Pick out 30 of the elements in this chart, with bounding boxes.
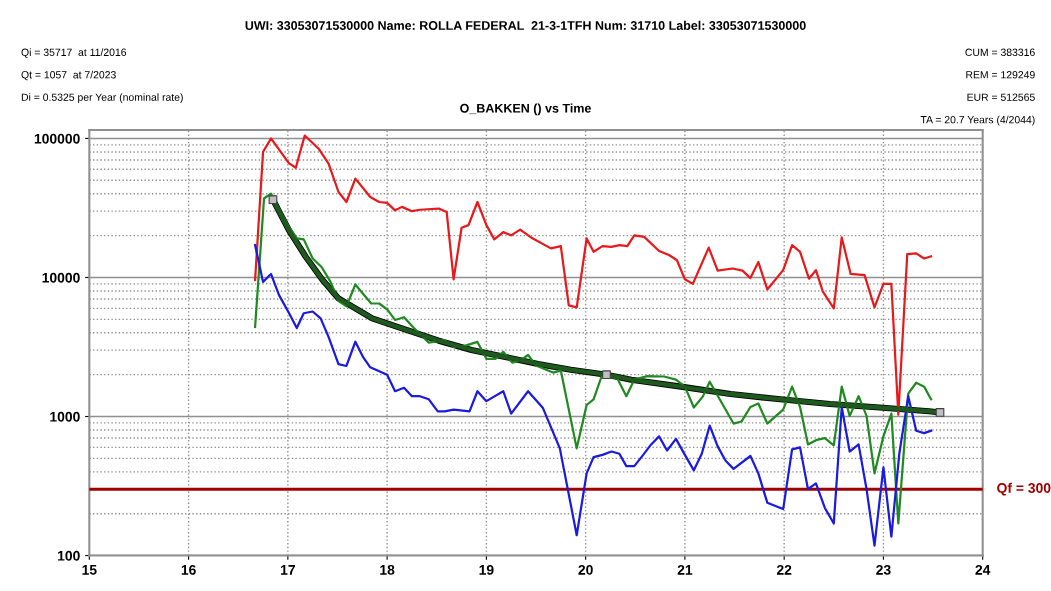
text: Qi = 35717 at 11/2016 <box>21 48 127 58</box>
x-tick-label: 24 <box>975 564 991 575</box>
text: TA = 20.7 Years (4/2044) <box>920 115 1035 126</box>
line-series <box>253 192 933 525</box>
chart-subtitle: O_BAKKEN () vs Time <box>460 103 591 116</box>
x-tick-label: 21 <box>677 564 693 575</box>
line-series <box>253 134 933 416</box>
x-tick-label: 22 <box>776 564 792 575</box>
point <box>602 370 611 380</box>
x-tick-label: 20 <box>578 564 593 575</box>
point <box>268 195 278 205</box>
ref-line-label: Qf = 300 <box>997 482 1051 496</box>
line-series <box>253 243 933 547</box>
y-tick-label: 10000 <box>42 272 80 283</box>
y-tick-label: 1000 <box>50 411 80 422</box>
y-tick-label: 100 <box>58 550 80 561</box>
point <box>935 408 945 417</box>
chart-title: UWI: 33053071530000 Name: ROLLA FEDERAL 21-3-1TFH Num: 31710 Label: 33053071530000 <box>245 20 806 30</box>
y-tick-label: 100000 <box>34 133 80 144</box>
x-tick-label: 17 <box>281 565 295 575</box>
x-tick-label: 23 <box>876 564 891 575</box>
x-tick-label: 19 <box>479 564 494 575</box>
text: Qt = 1057 at 7/2023 <box>21 70 116 81</box>
text: CUM = 383316 <box>965 48 1035 56</box>
text: Di = 0.5325 per Year (nominal rate) <box>21 93 183 103</box>
x-tick-label: 15 <box>82 565 97 575</box>
x-tick-label: 18 <box>380 564 395 575</box>
x-tick-label: 16 <box>181 564 196 575</box>
text: EUR = 512565 <box>967 93 1035 101</box>
text: REM = 129249 <box>966 71 1035 79</box>
